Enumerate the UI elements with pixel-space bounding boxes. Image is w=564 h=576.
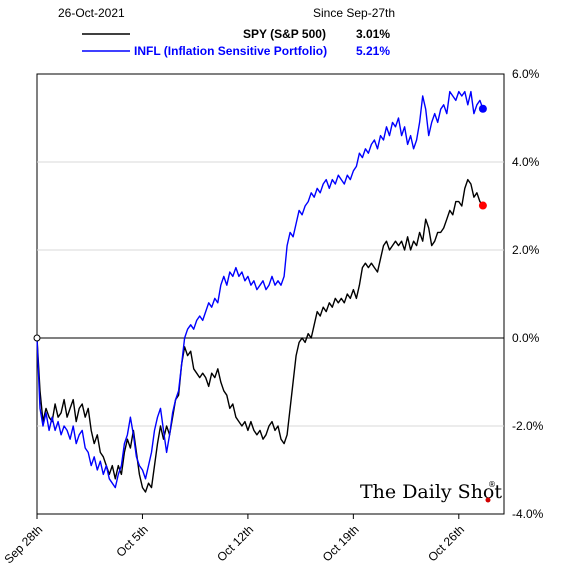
legend-value-spy: 3.01% [356,27,390,41]
y-tick-label: -4.0% [512,507,544,521]
x-axis: Sep 28th Oct 5th Oct 12th Oct 19th Oct 26th [1,514,467,566]
x-tick-label: Oct 5th [114,522,151,559]
brand-registered-mark: ® [488,480,496,489]
chart-date-label: 26-Oct-2021 [58,6,125,20]
legend-value-infl: 5.21% [356,44,390,58]
start-marker [33,334,41,342]
end-marker-infl [478,104,487,113]
series-line-spy [36,178,484,493]
y-tick-label: -2.0% [512,419,544,433]
series-lines [33,90,487,493]
x-tick-label: Oct 12th [214,522,256,564]
end-marker-spy [478,201,487,210]
y-tick-label: 4.0% [512,155,540,169]
y-tick-label: 0.0% [512,331,540,345]
legend-label-infl: INFL (Inflation Sensitive Portfolio) [134,44,327,58]
x-tick-label: Oct 26th [425,522,467,564]
y-tick-label: 6.0% [512,67,540,81]
y-axis: 6.0% 4.0% 2.0% 0.0% -2.0% -4.0% [512,67,544,521]
brand-logo-text: The Daily Shot [360,481,502,503]
since-label: Since Sep-27th [313,6,395,20]
legend-label-spy: SPY (S&P 500) [243,27,326,41]
y-tick-label: 2.0% [512,243,540,257]
x-tick-label: Oct 19th [320,522,362,564]
brand-dot [485,497,491,503]
x-tick-label: Sep 28th [1,522,45,566]
series-line-infl [36,90,484,489]
grid-lines [37,161,504,427]
plot-frame [36,73,505,515]
